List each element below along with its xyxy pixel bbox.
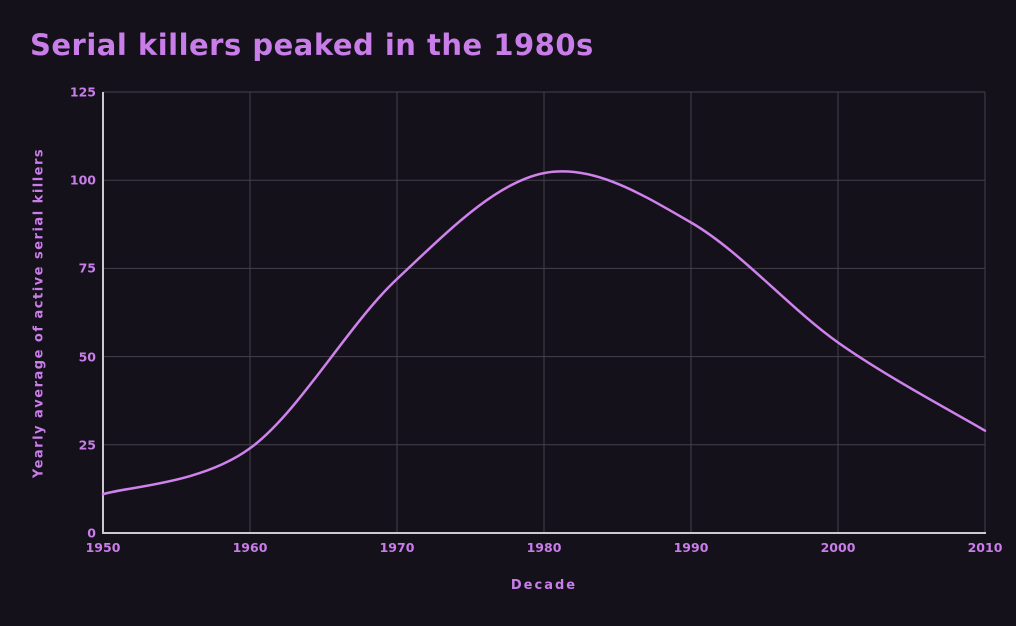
x-axis-label: Decade: [510, 578, 578, 593]
y-tick-label: 0: [87, 525, 96, 541]
y-tick-label: 100: [69, 172, 96, 188]
x-tick-label: 1970: [379, 540, 415, 555]
x-tick-label: 1950: [85, 540, 121, 555]
y-axis-label: Yearly average of active serial killers: [31, 147, 47, 478]
y-tick-label: 125: [69, 84, 96, 100]
x-tick-label: 2010: [967, 540, 1003, 555]
x-tick-label: 2000: [820, 540, 856, 555]
y-tick-label: 50: [78, 349, 96, 365]
x-tick-label: 1960: [232, 540, 268, 555]
chart-title: Serial killers peaked in the 1980s: [30, 28, 594, 62]
y-tick-label: 75: [78, 260, 96, 276]
data-line-series: [101, 170, 987, 496]
y-tick-label: 25: [78, 437, 96, 453]
x-tick-label: 1980: [526, 540, 562, 555]
x-tick-label: 1990: [673, 540, 709, 555]
